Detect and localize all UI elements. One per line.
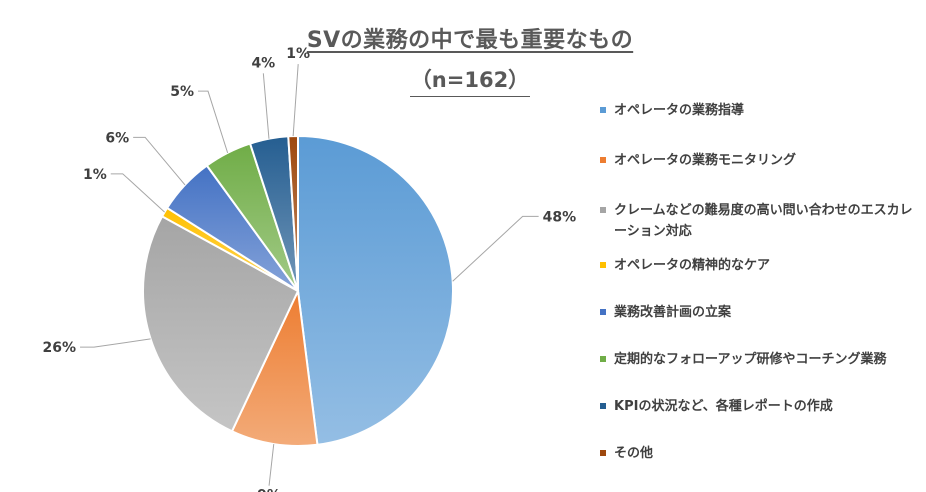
leader-line [262,73,270,139]
pie-slice [230,287,319,447]
legend-entry: オペレータの業務モニタリング [600,150,920,171]
legend-entry: クレームなどの難易度の高い問い合わせのエスカレーション対応 [600,200,920,242]
leader-line [110,173,165,213]
data-label: 5% [170,84,194,100]
legend-entry: 定期的なフォローアップ研修やコーチング業務 [600,349,920,370]
pie-slice [297,134,455,446]
leader-line [452,215,539,282]
data-label: 1% [286,46,310,62]
legend-swatch [600,262,606,268]
leader-line [268,444,275,486]
leader-line [292,64,299,137]
leader-line [198,90,229,154]
legend-swatch [600,450,606,456]
data-label: 6% [105,130,129,146]
legend-swatch [600,107,606,113]
legend-label: オペレータの精神的なケア [614,258,771,273]
legend-label: 定期的なフォローアップ研修やコーチング業務 [614,352,887,367]
legend-swatch [600,207,606,213]
legend-entry: KPIの状況など、各種レポートの作成 [600,396,920,417]
data-label: 9% [257,488,281,492]
data-label: 48% [543,209,577,225]
pie-slice [287,134,299,292]
data-label: 4% [251,55,275,71]
legend-swatch [600,356,606,362]
pie-chart: 48% 9% 26% 1% 6% 5% 4% 1% [43,46,577,492]
legend-entry: オペレータの業務指導 [600,100,920,121]
legend-entry: 業務改善計画の立案 [600,302,920,323]
legend-swatch [600,403,606,409]
legend-label: オペレータの業務指導 [614,103,745,118]
chart-subtitle: （n=162） [410,64,530,97]
legend-swatch [600,309,606,315]
leader-line [133,136,186,186]
legend-swatch [600,157,606,163]
legend-label: KPIの状況など、各種レポートの作成 [614,399,833,414]
chart-title: SVの業務の中で最も重要なもの [306,28,634,53]
legend-label: その他 [614,446,654,461]
legend-label: クレームなどの難易度の高い問い合わせのエスカレーション対応 [614,203,913,239]
leader-line [80,338,151,348]
data-label: 1% [83,167,107,183]
legend-label: 業務改善計画の立案 [614,305,732,320]
legend-entry: オペレータの精神的なケア [600,255,920,276]
legend-entry: その他 [600,443,920,464]
data-label: 26% [43,340,77,356]
legend-label: オペレータの業務モニタリング [614,153,797,168]
